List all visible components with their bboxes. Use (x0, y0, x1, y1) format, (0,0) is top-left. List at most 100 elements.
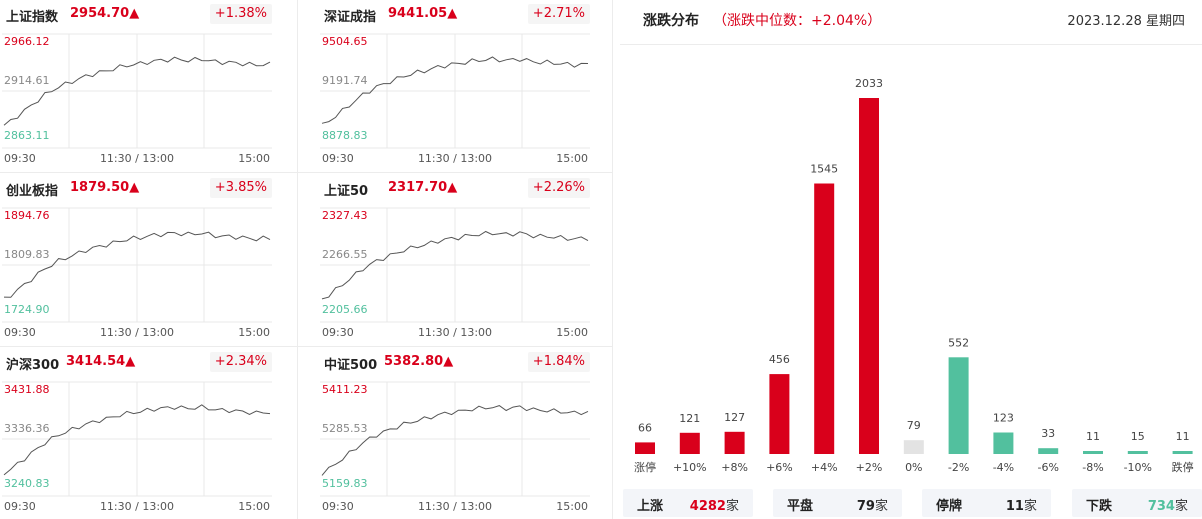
index-name: 上证指数 (6, 10, 59, 25)
index-name: 沪深300 (6, 358, 60, 373)
index-change-badge: +2.26% (527, 178, 590, 198)
y-mid-label: 1809.83 (4, 248, 50, 261)
row-divider (0, 172, 612, 173)
index-panel-csi500[interactable]: 中证500 5382.80▲ +1.84% 5411.23 5285.53 5159… (320, 348, 590, 516)
price-line (321, 56, 589, 124)
y-high-label: 9504.65 (322, 35, 368, 48)
index-header: 上证50 2317.70▲ +2.26% (320, 178, 590, 200)
index-panel-sse50[interactable]: 上证50 2317.70▲ +2.26% 2327.43 2266.55 2205.… (320, 174, 590, 342)
price-line (3, 231, 271, 298)
index-name: 深证成指 (324, 10, 377, 25)
bar-category-label: 跌停 (1172, 460, 1194, 474)
bar-value-label: 127 (724, 411, 745, 424)
bar-category-label: +6% (766, 461, 793, 474)
y-high-label: 2327.43 (322, 209, 368, 222)
index-header: 中证500 5382.80▲ +1.84% (320, 352, 590, 374)
x-time-label: 11:30 / 13:00 (100, 152, 174, 165)
y-low-label: 8878.83 (322, 129, 368, 142)
distribution-date: 2023.12.28 星期四 (1067, 14, 1185, 29)
x-time-label: 11:30 / 13:00 (418, 326, 492, 339)
price-line (321, 405, 589, 476)
x-time-label: 09:30 (4, 326, 36, 339)
header-divider (620, 44, 1202, 45)
bar-+6% (769, 374, 790, 454)
bar--4% (993, 432, 1014, 454)
bar-category-label: +2% (856, 461, 883, 474)
bar-+8% (724, 431, 745, 454)
y-low-label: 1724.90 (4, 303, 50, 316)
x-time-label: 11:30 / 13:00 (418, 152, 492, 165)
bar-category-label: +4% (811, 461, 838, 474)
row-divider (0, 346, 612, 347)
bar-value-label: 2033 (855, 77, 883, 90)
bar-value-label: 123 (993, 412, 1014, 425)
intraday-chart: 2327.43 2266.55 2205.66 09:30 11:30 / 13:00 1… (320, 207, 590, 339)
index-header: 深证成指 9441.05▲ +2.71% (320, 4, 590, 26)
bar-value-label: 456 (769, 353, 790, 366)
bar-涨停 (635, 442, 655, 454)
x-time-label: 15:00 (556, 500, 588, 513)
price-line (3, 404, 271, 476)
x-time-label: 09:30 (322, 326, 354, 339)
distribution-median: （涨跌中位数：+2.04%） (713, 13, 882, 29)
bar-category-label: -2% (948, 461, 969, 474)
intraday-chart: 5411.23 5285.53 5159.83 09:30 11:30 / 13:00 1… (320, 381, 590, 513)
index-change-badge: +2.71% (527, 4, 590, 24)
summary-value: 79家 (856, 499, 888, 514)
summary-up: 上涨 4282家 (623, 489, 753, 517)
summary-down: 下跌 734家 (1072, 489, 1202, 517)
bar-category-label: 涨停 (634, 460, 656, 474)
index-panel-sse[interactable]: 上证指数 2954.70▲ +1.38% 2966.12 2914.61 2863.… (2, 0, 272, 168)
bar-category-label: -4% (993, 461, 1014, 474)
bar-0% (903, 440, 924, 454)
bar-value-label: 121 (679, 412, 700, 425)
index-panel-csi300[interactable]: 沪深300 3414.54▲ +2.34% 3431.88 3336.36 3240… (2, 348, 272, 516)
x-time-label: 15:00 (556, 326, 588, 339)
bar-value-label: 79 (907, 419, 921, 432)
summary-value: 11家 (1005, 499, 1037, 514)
summary-value: 734家 (1147, 499, 1188, 514)
bar--2% (948, 357, 969, 454)
y-mid-label: 5285.53 (322, 422, 368, 435)
bar--10% (1127, 451, 1148, 454)
x-time-label: 09:30 (4, 500, 36, 513)
bar-+4% (814, 183, 835, 454)
intraday-chart: 9504.65 9191.74 8878.83 09:30 11:30 / 13:00 1… (320, 33, 590, 165)
y-mid-label: 2914.61 (4, 74, 50, 87)
bar-value-label: 11 (1176, 430, 1190, 443)
index-price: 9441.05▲ (388, 6, 458, 21)
y-high-label: 2966.12 (4, 35, 50, 48)
index-change-badge: +3.85% (209, 178, 272, 198)
index-panel-chinext[interactable]: 创业板指 1879.50▲ +3.85% 1894.76 1809.83 1724.… (2, 174, 272, 342)
bar-category-label: -10% (1124, 461, 1152, 474)
index-header: 上证指数 2954.70▲ +1.38% (2, 4, 272, 26)
distribution-title: 涨跌分布 (643, 13, 699, 29)
bar-value-label: 11 (1086, 430, 1100, 443)
index-name: 上证50 (324, 184, 369, 199)
distribution-bar-chart: 66 涨停 121 +10% 127 +8% 456 +6% 1545 +4% 2033 +2% 79 0… (634, 77, 1194, 474)
index-change-badge: +1.38% (209, 4, 272, 24)
index-header: 沪深300 3414.54▲ +2.34% (2, 352, 272, 374)
intraday-chart: 1894.76 1809.83 1724.90 09:30 11:30 / 13:00 1… (2, 207, 272, 339)
index-price: 3414.54▲ (66, 354, 136, 369)
index-price: 1879.50▲ (70, 180, 140, 195)
intraday-chart: 3431.88 3336.36 3240.83 09:30 11:30 / 13:00 1… (2, 381, 272, 513)
x-time-label: 11:30 / 13:00 (100, 326, 174, 339)
index-panel-szse[interactable]: 深证成指 9441.05▲ +2.71% 9504.65 9191.74 8878.… (320, 0, 590, 168)
column-divider (612, 0, 613, 519)
index-name: 中证500 (324, 358, 378, 373)
bar-category-label: +8% (721, 461, 748, 474)
y-low-label: 5159.83 (322, 477, 368, 490)
bar-跌停 (1172, 451, 1193, 454)
summary-value: 4282家 (689, 499, 739, 514)
summary-label: 上涨 (637, 499, 664, 514)
y-high-label: 3431.88 (4, 383, 50, 396)
index-name: 创业板指 (6, 184, 59, 199)
index-change-badge: +2.34% (209, 352, 272, 372)
y-low-label: 2863.11 (4, 129, 50, 142)
x-time-label: 15:00 (238, 152, 270, 165)
y-mid-label: 3336.36 (4, 422, 50, 435)
y-low-label: 3240.83 (4, 477, 50, 490)
price-line (321, 230, 589, 300)
